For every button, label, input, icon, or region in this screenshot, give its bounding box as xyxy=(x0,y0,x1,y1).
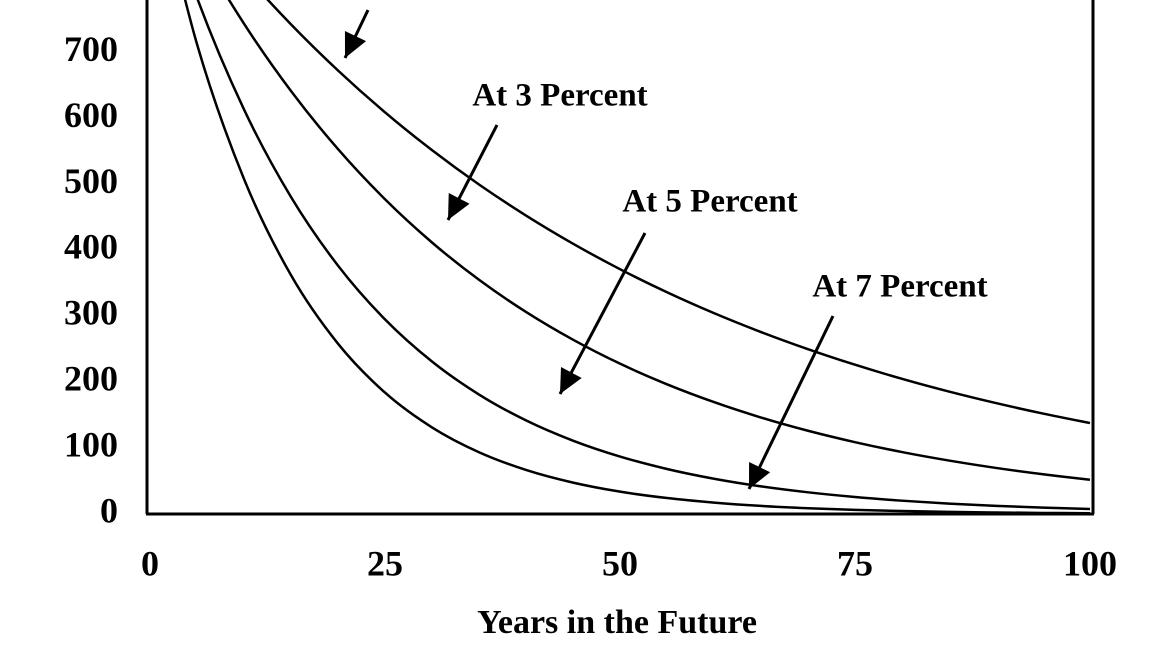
x-tick-label: 75 xyxy=(837,543,873,583)
annotation-arrow xyxy=(558,232,647,395)
annotation-label: At 3 Percent xyxy=(472,78,647,114)
x-axis-title: Years in the Future xyxy=(477,604,757,641)
series-line xyxy=(227,0,1091,481)
y-tick-label: 0 xyxy=(100,490,118,530)
y-tick-label: 100 xyxy=(64,424,118,464)
annotation-arrow xyxy=(343,9,370,59)
annotation-label: At 7 Percent xyxy=(812,269,987,305)
series-line xyxy=(183,0,1091,515)
y-tick-label: 300 xyxy=(64,293,118,333)
y-tick-label: 600 xyxy=(64,95,118,135)
x-tick-label: 100 xyxy=(1063,543,1117,583)
y-tick-label: 500 xyxy=(64,161,118,201)
y-tick-label: 400 xyxy=(64,227,118,267)
annotation-arrow xyxy=(747,315,835,490)
y-tick-label: 800 xyxy=(64,0,118,3)
y-tick-label: 200 xyxy=(64,358,118,398)
x-tick-label: 0 xyxy=(141,543,159,583)
x-tick-label: 25 xyxy=(367,543,403,583)
series-line xyxy=(266,0,1091,425)
annotation-label: At 5 Percent xyxy=(622,184,797,220)
series-line xyxy=(196,0,1091,511)
annotation-arrow xyxy=(446,124,499,221)
x-tick-label: 50 xyxy=(602,543,638,583)
y-tick-label: 700 xyxy=(64,29,118,69)
